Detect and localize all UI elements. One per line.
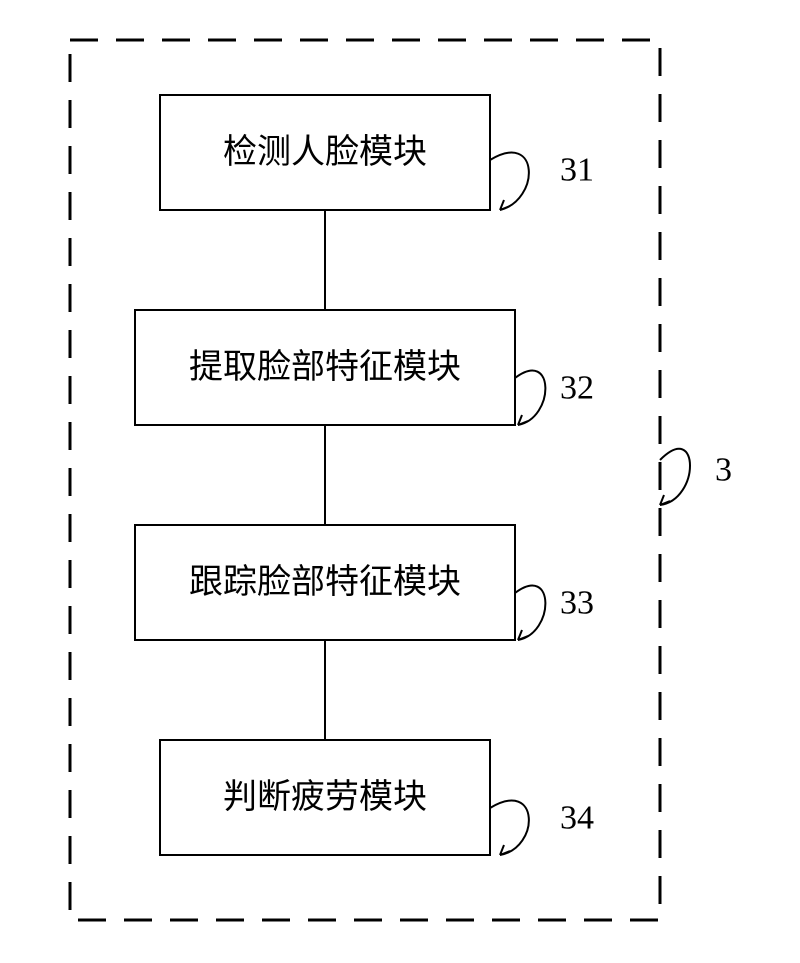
flowchart-canvas: 3 检测人脸模块 31 提取脸部特征模块 32 跟踪脸部特征模块 33 判断疲劳模块 34 [0, 0, 800, 963]
flow-node-label: 检测人脸模块 [223, 133, 427, 171]
flow-node-label: 判断疲劳模块 [223, 778, 427, 816]
node-ref-label: 31 [560, 152, 594, 189]
flow-node-label: 跟踪脸部特征模块 [189, 563, 461, 601]
node-ref-label: 33 [560, 585, 594, 622]
node-ref-label: 34 [560, 800, 594, 837]
container-ref-label: 3 [715, 452, 732, 489]
node-ref-label: 32 [560, 370, 594, 407]
flow-node-label: 提取脸部特征模块 [189, 348, 461, 386]
